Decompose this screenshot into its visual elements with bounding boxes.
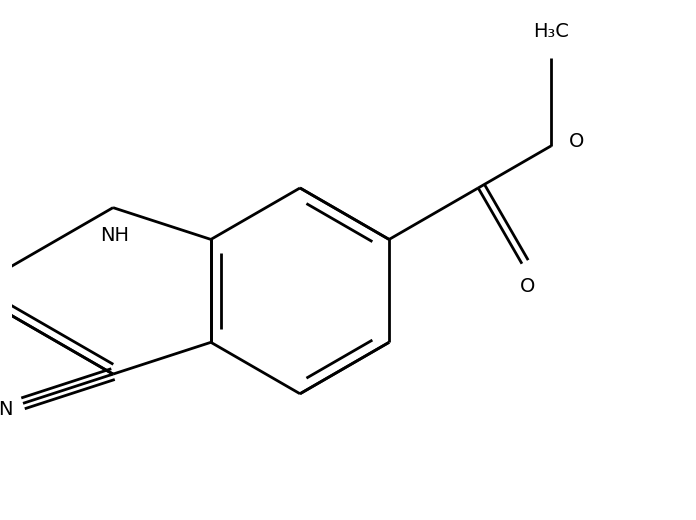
Text: H₃C: H₃C bbox=[533, 22, 569, 41]
Text: O: O bbox=[519, 277, 535, 296]
Text: N: N bbox=[0, 399, 13, 419]
Text: O: O bbox=[569, 132, 584, 151]
Text: NH: NH bbox=[101, 226, 129, 245]
